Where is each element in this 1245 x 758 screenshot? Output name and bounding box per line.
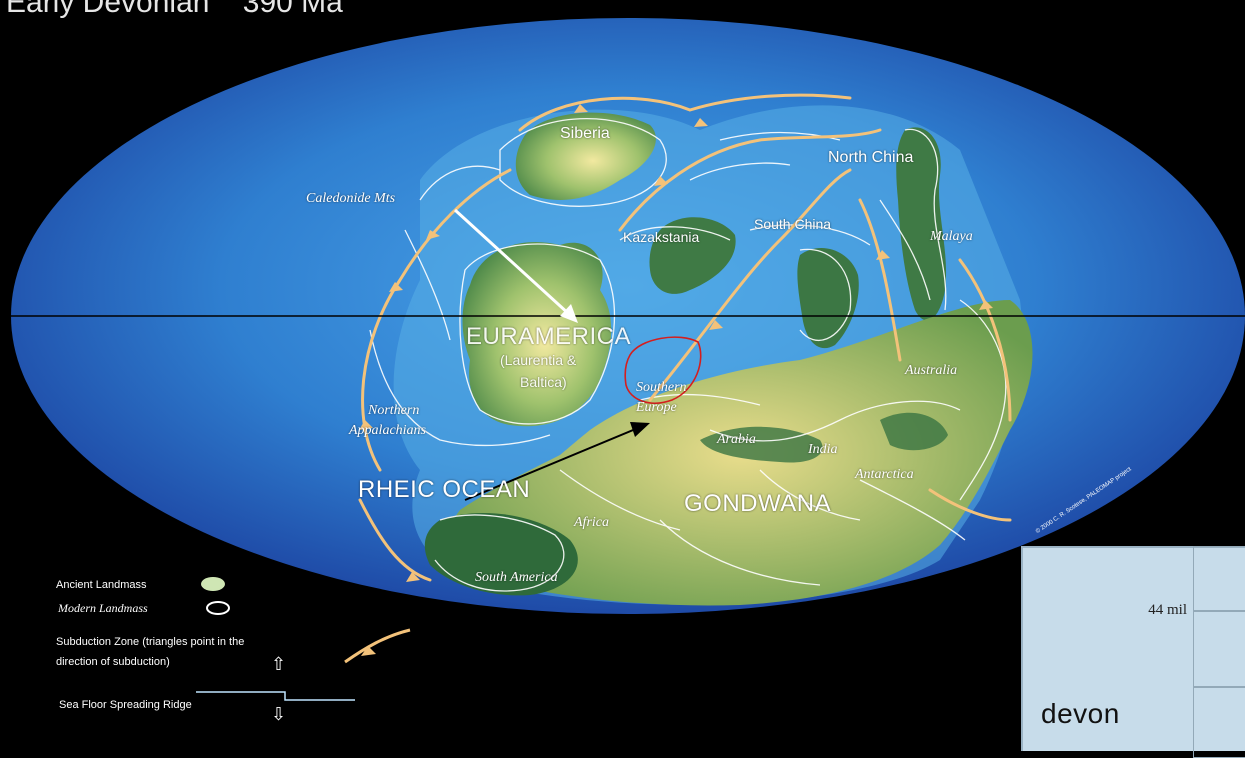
label-laurentia: (Laurentia &: [500, 352, 577, 368]
label-europe: Europe: [636, 400, 677, 415]
pointer-arrow: [464, 422, 650, 501]
landmasses: [393, 105, 1033, 606]
legend-spreading-ridge: Sea Floor Spreading Ridge: [59, 699, 192, 711]
caledonide-arrow: [453, 208, 578, 323]
euramerica-landmass: [462, 241, 612, 427]
legend-symbols: ⇧ ⇩: [196, 577, 411, 725]
legend-subduction-line2: direction of subduction): [56, 656, 170, 668]
label-australia: Australia: [905, 363, 958, 378]
label-appalachians: Appalachians: [349, 423, 426, 438]
label-rheic-ocean: RHEIC OCEAN: [358, 476, 531, 503]
label-euramerica: EURAMERICA: [466, 323, 632, 350]
inset-value: 44 mil: [1148, 602, 1187, 618]
svg-text:⇩: ⇩: [271, 704, 286, 725]
label-kazakstania: Kazakstania: [623, 229, 700, 245]
subduction-triangles: [359, 104, 993, 582]
siberia-landmass: [515, 112, 656, 200]
label-southern: Southern: [636, 380, 687, 395]
label-south-china: South China: [754, 216, 832, 232]
subduction-zones: [358, 93, 1012, 582]
legend-modern-landmass: Modern Landmass: [58, 601, 148, 615]
modern-landmass-outlines: [369, 118, 1007, 592]
label-gondwana: GONDWANA: [684, 490, 832, 517]
legend-ancient-landmass: Ancient Landmass: [56, 579, 147, 591]
label-malaya: Malaya: [930, 229, 973, 244]
inset-panel: 44 mil devon: [1021, 546, 1245, 758]
map-title: Early Devonian 390 Ma: [6, 0, 343, 19]
label-south-america: South America: [475, 570, 558, 585]
label-baltica: Baltica): [520, 374, 567, 390]
legend-subduction-line1: Subduction Zone (triangles point in the: [56, 636, 245, 648]
label-antarctica: Antarctica: [855, 467, 914, 482]
label-north-china: North China: [828, 149, 914, 166]
label-caledonide-mts: Caledonide Mts: [306, 191, 396, 206]
label-africa: Africa: [574, 515, 609, 530]
highlight-circle: [624, 336, 702, 404]
inset-word: devon: [1041, 698, 1120, 729]
label-arabia: Arabia: [717, 432, 756, 447]
label-india: India: [808, 442, 838, 457]
svg-text:⇧: ⇧: [271, 654, 286, 675]
map-legend: Ancient Landmass Modern Landmass Subduct…: [56, 572, 416, 742]
label-northern: Northern: [368, 403, 420, 418]
label-siberia: Siberia: [560, 125, 610, 142]
